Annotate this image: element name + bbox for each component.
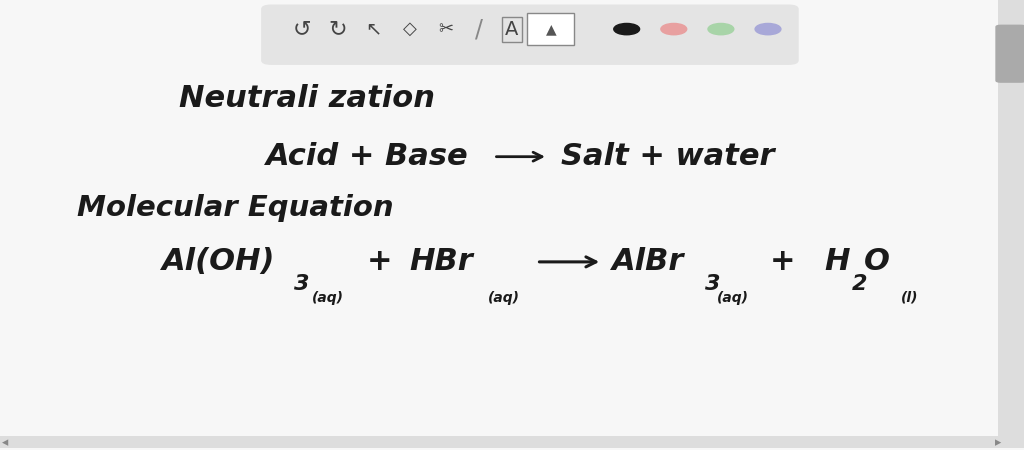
Text: /: / xyxy=(475,17,483,41)
Circle shape xyxy=(660,23,687,35)
Text: ↖: ↖ xyxy=(366,20,382,39)
Text: (aq): (aq) xyxy=(487,291,519,305)
Circle shape xyxy=(755,23,781,35)
Circle shape xyxy=(708,23,734,35)
FancyBboxPatch shape xyxy=(527,14,574,45)
Text: (l): (l) xyxy=(901,291,919,305)
Text: AlBr: AlBr xyxy=(612,248,685,276)
Text: Salt + water: Salt + water xyxy=(561,142,774,171)
Text: ◇: ◇ xyxy=(402,20,417,38)
Text: ↻: ↻ xyxy=(329,19,347,39)
FancyBboxPatch shape xyxy=(0,436,1024,448)
Text: Molecular Equation: Molecular Equation xyxy=(77,194,393,222)
Text: 2: 2 xyxy=(852,274,867,294)
Text: ✂: ✂ xyxy=(438,20,453,38)
Text: (aq): (aq) xyxy=(717,291,749,305)
Text: A: A xyxy=(505,20,519,39)
Text: +: + xyxy=(367,248,392,276)
Text: Neutrali zation: Neutrali zation xyxy=(179,84,435,113)
FancyBboxPatch shape xyxy=(995,25,1024,83)
Text: ↺: ↺ xyxy=(293,19,311,39)
Circle shape xyxy=(613,23,640,35)
Text: ▸: ▸ xyxy=(995,436,1001,449)
Text: (aq): (aq) xyxy=(312,291,344,305)
Text: H: H xyxy=(824,248,850,276)
Text: Acid + Base: Acid + Base xyxy=(266,142,469,171)
FancyBboxPatch shape xyxy=(261,4,799,65)
Text: 3: 3 xyxy=(705,274,720,294)
Text: O: O xyxy=(864,248,890,276)
FancyBboxPatch shape xyxy=(998,0,1024,448)
Text: +: + xyxy=(770,248,796,276)
Text: HBr: HBr xyxy=(410,248,473,276)
Text: Al(OH): Al(OH) xyxy=(162,248,275,276)
Text: 3: 3 xyxy=(294,274,309,294)
Text: ◂: ◂ xyxy=(2,436,8,449)
Text: ▲: ▲ xyxy=(546,22,556,36)
